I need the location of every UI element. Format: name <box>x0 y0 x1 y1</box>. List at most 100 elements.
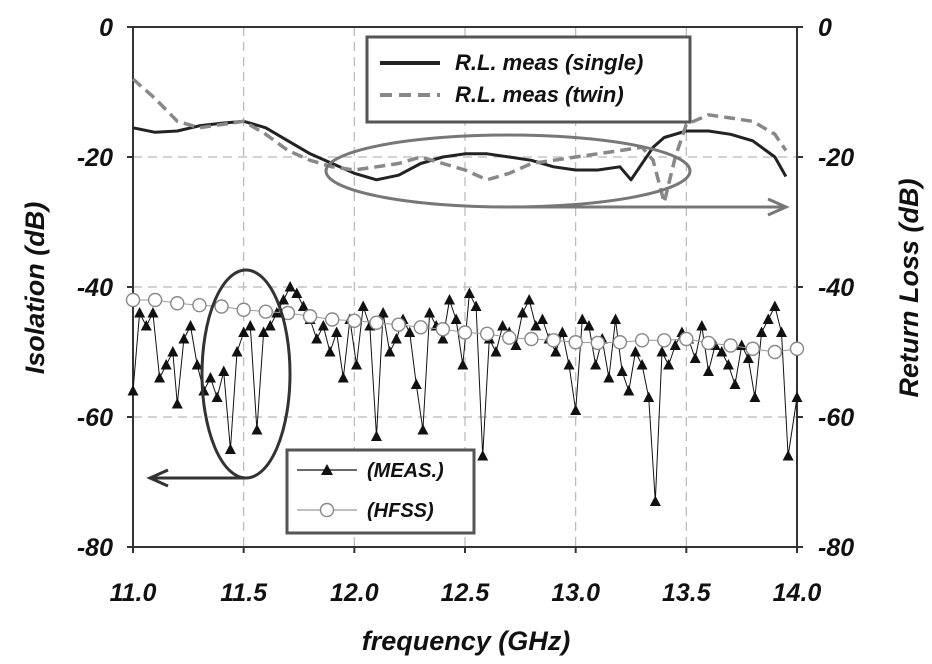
series-layer <box>125 77 805 506</box>
data-point-hfss <box>170 296 185 311</box>
y-left-tick-label: -60 <box>77 404 113 432</box>
data-point-hfss <box>679 331 694 347</box>
x-tick-labels: 11.0 11.5 12.0 12.5 13.0 13.5 14.0 <box>110 579 822 607</box>
data-point-hfss <box>391 317 406 332</box>
data-point-meas <box>258 326 270 337</box>
data-point-hfss <box>236 302 251 317</box>
data-point-meas <box>127 385 139 396</box>
data-point-hfss <box>457 325 473 340</box>
data-point-meas <box>147 307 159 318</box>
data-point-meas <box>663 359 675 370</box>
data-point-meas <box>470 300 482 311</box>
data-point-meas <box>424 307 436 318</box>
data-point-meas <box>291 287 303 298</box>
x-tick-label: 13.0 <box>551 579 600 607</box>
data-point-meas <box>530 320 542 331</box>
data-point-meas <box>444 294 456 305</box>
data-point-meas <box>722 359 734 370</box>
data-point-meas <box>297 300 309 311</box>
legend-top: R.L. meas (single) R.L. meas (twin) <box>365 35 692 124</box>
data-point-meas <box>742 352 754 363</box>
legend-bottom-box <box>285 448 476 535</box>
data-point-meas <box>769 300 781 311</box>
data-point-meas <box>178 333 190 344</box>
data-point-hfss <box>745 341 760 356</box>
data-point-meas <box>729 378 741 389</box>
gridlines <box>133 27 797 547</box>
data-point-meas <box>390 333 402 344</box>
data-point-meas <box>324 346 336 357</box>
data-point-hfss <box>723 338 738 353</box>
data-point-meas <box>311 333 323 344</box>
data-point-meas <box>603 372 615 383</box>
y-axis-label-right: Return Loss (dB) <box>894 178 924 397</box>
data-point-meas <box>616 365 628 376</box>
data-point-meas <box>477 450 489 461</box>
legend-top-box <box>365 35 692 124</box>
series-line-rl-single <box>132 119 788 182</box>
legend-marker-meas <box>321 464 333 475</box>
data-point-meas <box>160 359 172 370</box>
data-point-meas <box>384 346 396 357</box>
y-left-tick-label: 0 <box>99 14 113 42</box>
data-point-hfss <box>524 331 539 347</box>
y-right-tick-labels: 0 -20 -40 -60 -80 <box>818 14 854 562</box>
data-point-meas <box>218 365 230 376</box>
data-point-meas <box>636 359 648 370</box>
data-point-meas <box>404 326 416 337</box>
data-point-meas <box>762 313 774 324</box>
x-tick-label: 14.0 <box>773 579 822 607</box>
data-point-meas <box>204 372 216 383</box>
data-point-meas <box>357 300 369 311</box>
data-point-meas <box>224 443 236 454</box>
data-point-meas <box>284 281 296 292</box>
y-left-tick-label: -20 <box>77 144 113 172</box>
y-left-tick-labels: 0 -20 -40 -60 -80 <box>77 14 113 562</box>
legend-bottom: (MEAS.) (HFSS) <box>285 448 476 535</box>
data-point-meas <box>490 346 502 357</box>
data-point-meas <box>317 320 329 331</box>
x-tick-label: 11.5 <box>220 579 268 607</box>
data-point-hfss <box>634 333 650 348</box>
data-point-meas <box>140 320 152 331</box>
data-point-hfss <box>612 335 628 350</box>
data-point-meas <box>211 391 223 402</box>
data-point-meas <box>251 424 263 435</box>
data-point-meas <box>583 320 595 331</box>
data-point-meas <box>716 346 728 357</box>
data-point-meas <box>623 385 635 396</box>
annotation-arrow-right-head <box>767 197 790 217</box>
data-point-meas <box>154 372 166 383</box>
data-point-meas <box>610 313 622 324</box>
data-point-hfss <box>701 335 716 351</box>
x-tick-label: 12.5 <box>441 579 491 607</box>
data-point-meas <box>264 320 276 331</box>
y-right-tick-label: -60 <box>818 404 854 432</box>
data-point-meas <box>463 287 475 298</box>
data-point-meas <box>331 326 343 337</box>
y-left-tick-label: -40 <box>77 274 113 302</box>
data-point-meas <box>497 320 509 331</box>
data-point-meas <box>134 307 146 318</box>
data-point-meas <box>523 294 535 305</box>
legend-label-single: R.L. meas (single) <box>455 50 643 75</box>
data-point-meas <box>536 313 548 324</box>
legend-label-twin: R.L. meas (twin) <box>455 82 624 107</box>
legend-label-meas: (MEAS.) <box>367 460 444 482</box>
y-right-tick-label: -20 <box>818 144 854 172</box>
data-point-meas <box>643 391 655 402</box>
data-point-meas <box>563 359 575 370</box>
data-point-meas <box>702 365 714 376</box>
data-point-hfss <box>214 299 229 314</box>
data-point-meas <box>510 339 522 350</box>
data-point-hfss <box>767 344 783 360</box>
data-point-meas <box>629 346 641 357</box>
data-point-hfss <box>369 315 384 330</box>
y-right-tick-label: -40 <box>818 274 854 302</box>
data-point-meas <box>417 424 429 435</box>
data-point-meas <box>550 346 562 357</box>
x-tick-label: 13.5 <box>662 579 712 607</box>
data-point-meas <box>171 398 183 409</box>
data-point-meas <box>351 359 363 370</box>
data-point-hfss <box>125 292 141 308</box>
